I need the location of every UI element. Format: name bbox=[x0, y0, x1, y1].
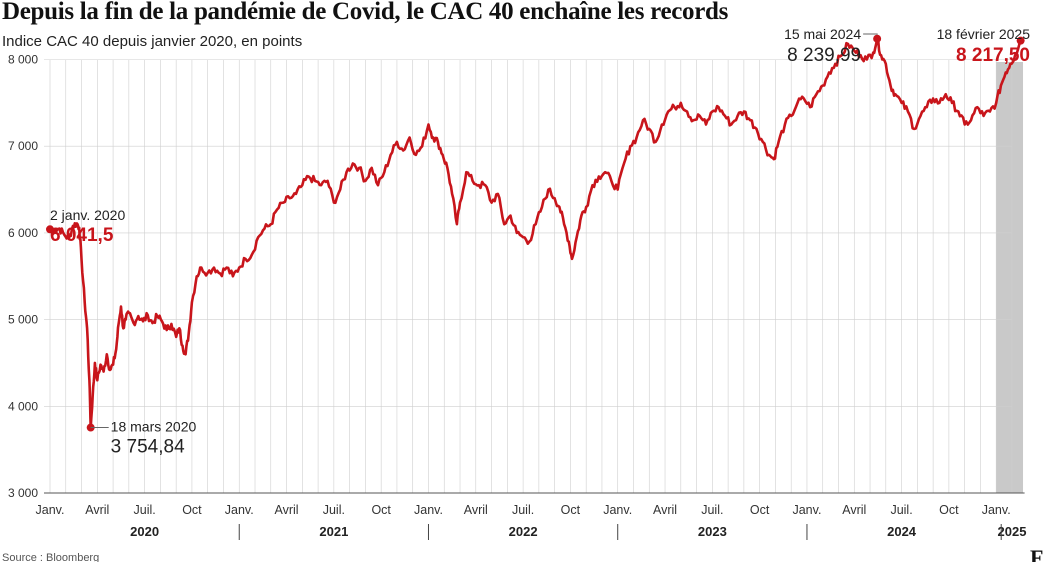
annotation-leader-peak bbox=[863, 33, 878, 35]
y-tick-label: 7 000 bbox=[8, 139, 38, 153]
chart-subtitle: Indice CAC 40 depuis janvier 2020, en po… bbox=[2, 33, 303, 50]
x-tick-label: Juil. bbox=[323, 503, 345, 517]
annotation-date-start: 2 janv. 2020 bbox=[50, 207, 125, 223]
y-tick-label: 6 000 bbox=[8, 226, 38, 240]
x-tick-label: Avril bbox=[464, 503, 488, 517]
x-tick-label: Janv. bbox=[792, 503, 821, 517]
x-tick-label: Juil. bbox=[512, 503, 534, 517]
x-tick-label: Oct bbox=[939, 503, 959, 517]
y-tick-label: 5 000 bbox=[8, 313, 38, 327]
x-tick-label: Avril bbox=[275, 503, 299, 517]
year-label: 2025 bbox=[998, 524, 1027, 539]
year-label: 2024 bbox=[887, 524, 917, 539]
annotation-value-peak: 8 239,99 bbox=[787, 45, 861, 66]
x-tick-label: Janv. bbox=[225, 503, 254, 517]
year-label: 2022 bbox=[509, 524, 538, 539]
axes-layer: 3 000 4 000 5 000 6 000 7 000 8 000 Janv. Avril… bbox=[8, 53, 1027, 540]
x-tick-label: Oct bbox=[371, 503, 391, 517]
y-tick-label: 4 000 bbox=[8, 399, 38, 413]
x-tick-label: Avril bbox=[842, 503, 866, 517]
annotation-value-last: 8 217,50 bbox=[956, 45, 1030, 66]
series-layer bbox=[48, 37, 1022, 429]
publisher-logo: F bbox=[1030, 545, 1044, 562]
x-tick-label: Juil. bbox=[701, 503, 723, 517]
x-tick-label: Juil. bbox=[890, 503, 912, 517]
grid-layer bbox=[44, 59, 1013, 494]
x-tick-label: Avril bbox=[653, 503, 677, 517]
chart-source: Source : Bloomberg bbox=[2, 552, 100, 562]
shaded-period-layer bbox=[996, 62, 1024, 493]
cac40-series-line bbox=[48, 37, 1022, 429]
year-label: 2023 bbox=[698, 524, 727, 539]
x-tick-label: Janv. bbox=[36, 503, 65, 517]
annotation-value-start: 6 041,5 bbox=[50, 225, 114, 246]
annotation-date-peak: 15 mai 2024 bbox=[784, 26, 861, 42]
x-tick-label: Avril bbox=[85, 503, 109, 517]
annotation-date-last: 18 février 2025 bbox=[937, 26, 1031, 42]
year-label: 2020 bbox=[130, 524, 159, 539]
annotation-value-low: 3 754,84 bbox=[111, 437, 185, 458]
x-tick-label: Juil. bbox=[134, 503, 156, 517]
chart-title: Depuis la fin de la pandémie de Covid, l… bbox=[2, 0, 729, 25]
annotation-date-low: 18 mars 2020 bbox=[111, 419, 197, 435]
x-tick-label: Oct bbox=[561, 503, 581, 517]
shaded-period-2025 bbox=[996, 62, 1024, 493]
year-label: 2021 bbox=[319, 524, 348, 539]
annotations-layer: 2 janv. 2020 6 041,5 18 mars 2020 3 754,84 1… bbox=[46, 26, 1030, 458]
x-tick-label: Janv. bbox=[414, 503, 443, 517]
y-tick-label: 3 000 bbox=[8, 486, 38, 500]
annotation-marker-last bbox=[1016, 36, 1025, 45]
x-tick-label: Janv. bbox=[982, 503, 1011, 517]
y-tick-label: 8 000 bbox=[8, 53, 38, 67]
annotation-marker-peak bbox=[873, 34, 882, 43]
x-tick-label: Oct bbox=[182, 503, 202, 517]
x-tick-label: Janv. bbox=[603, 503, 632, 517]
annotation-marker-start bbox=[46, 225, 54, 234]
x-tick-label: Oct bbox=[750, 503, 770, 517]
